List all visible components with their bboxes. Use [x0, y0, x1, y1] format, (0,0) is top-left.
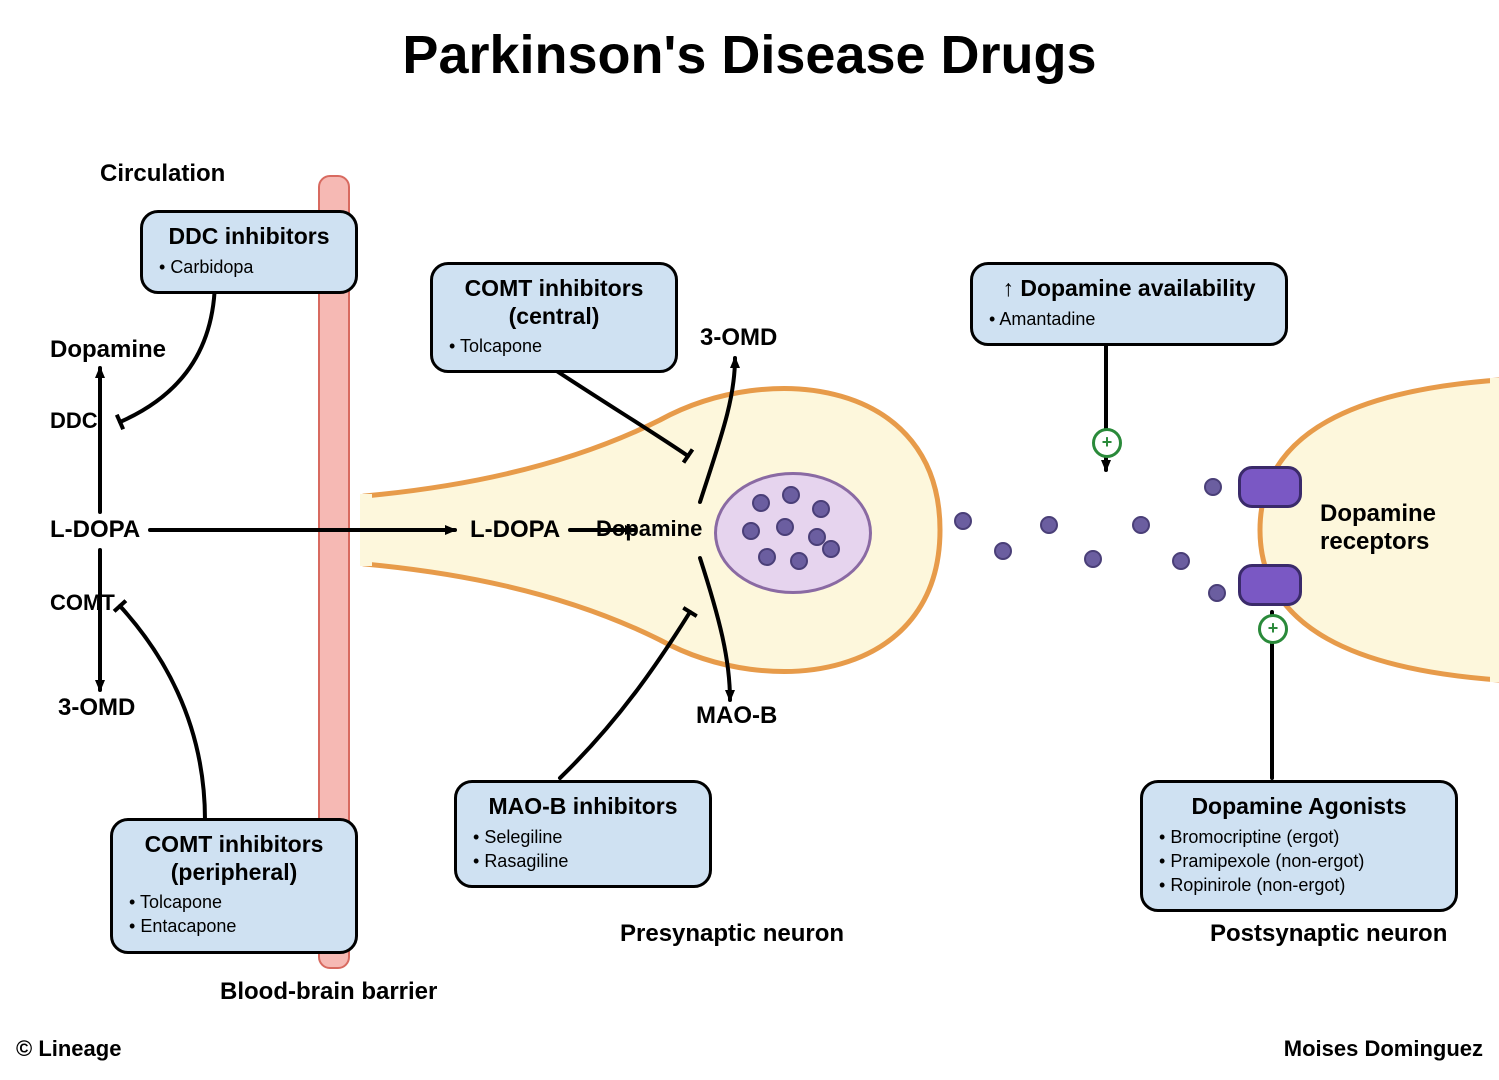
label-postsynaptic: Postsynaptic neuron [1210, 920, 1447, 948]
vesicle-dot [822, 540, 840, 558]
synapse-dot [1084, 550, 1102, 568]
label-3omd-left: 3-OMD [58, 694, 135, 722]
synapse-dot [1208, 584, 1226, 602]
box-items: Bromocriptine (ergot) Pramipexole (non-e… [1159, 825, 1439, 898]
label-dopamine-receptors: Dopaminereceptors [1320, 500, 1490, 555]
box-item: Bromocriptine (ergot) [1159, 825, 1439, 849]
vesicle-dot [742, 522, 760, 540]
box-item: Ropinirole (non-ergot) [1159, 873, 1439, 897]
box-comt-central: COMT inhibitors(central) Tolcapone [430, 262, 678, 373]
box-title: MAO-B inhibitors [473, 793, 693, 821]
plus-icon: + [1092, 428, 1122, 458]
box-item: Pramipexole (non-ergot) [1159, 849, 1439, 873]
comt-central-to-path [540, 360, 688, 456]
vesicle-dot [782, 486, 800, 504]
maob-box-to-path [560, 612, 690, 778]
synapse-dot [954, 512, 972, 530]
label-ldopa-left: L-DOPA [50, 516, 140, 544]
box-maob-inhibitors: MAO-B inhibitors Selegiline Rasagiline [454, 780, 712, 888]
label-maob: MAO-B [696, 702, 777, 730]
vesicle-dot [752, 494, 770, 512]
label-circulation: Circulation [100, 160, 225, 188]
box-item: Entacapone [129, 914, 339, 938]
label-comt-left: COMT [50, 590, 115, 616]
box-dopamine-availability: ↑ Dopamine availability Amantadine [970, 262, 1288, 346]
box-items: Selegiline Rasagiline [473, 825, 693, 874]
box-title: Dopamine Agonists [1159, 793, 1439, 821]
page-title: Parkinson's Disease Drugs [0, 24, 1499, 86]
box-item: Amantadine [989, 307, 1269, 331]
label-presynaptic: Presynaptic neuron [620, 920, 844, 948]
label-ddc: DDC [50, 408, 98, 434]
box-title: ↑ Dopamine availability [989, 275, 1269, 303]
author-text: Moises Dominguez [1284, 1036, 1483, 1062]
label-ldopa-center: L-DOPA [470, 516, 560, 544]
synapse-dot [1172, 552, 1190, 570]
synapse-dot [1132, 516, 1150, 534]
plus-icon: + [1258, 614, 1288, 644]
box-comt-peripheral: COMT inhibitors(peripheral) Tolcapone En… [110, 818, 358, 954]
label-3omd-center: 3-OMD [700, 324, 777, 352]
box-items: Carbidopa [159, 255, 339, 279]
box-items: Tolcapone Entacapone [129, 890, 339, 939]
vesicle-dot [776, 518, 794, 536]
box-item: Rasagiline [473, 849, 693, 873]
label-dopamine-center: Dopamine [596, 516, 702, 542]
dopamine-to-3omd-center [700, 358, 735, 502]
box-title: DDC inhibitors [159, 223, 339, 251]
copyright-text: © Lineage [16, 1036, 121, 1062]
box-items: Tolcapone [449, 334, 659, 358]
box-item: Carbidopa [159, 255, 339, 279]
box-dopamine-agonists: Dopamine Agonists Bromocriptine (ergot) … [1140, 780, 1458, 912]
box-title: COMT inhibitors(peripheral) [129, 831, 339, 886]
dopamine-receptor-bottom [1238, 564, 1302, 606]
diagram-stage: Parkinson's Disease Drugs [0, 0, 1499, 1080]
box-title: COMT inhibitors(central) [449, 275, 659, 330]
synapse-dot [994, 542, 1012, 560]
box-item: Tolcapone [449, 334, 659, 358]
box-ddc-inhibitors: DDC inhibitors Carbidopa [140, 210, 358, 294]
vesicle-dot [758, 548, 776, 566]
vesicle-dot [790, 552, 808, 570]
synapse-dot [1040, 516, 1058, 534]
vesicle-dot [812, 500, 830, 518]
box-items: Amantadine [989, 307, 1269, 331]
label-dopamine-left: Dopamine [50, 336, 166, 364]
box-item: Tolcapone [129, 890, 339, 914]
label-bbb: Blood-brain barrier [220, 978, 437, 1006]
dopamine-receptor-top [1238, 466, 1302, 508]
synapse-dot [1204, 478, 1222, 496]
dopamine-to-maob [700, 558, 730, 700]
box-item: Selegiline [473, 825, 693, 849]
